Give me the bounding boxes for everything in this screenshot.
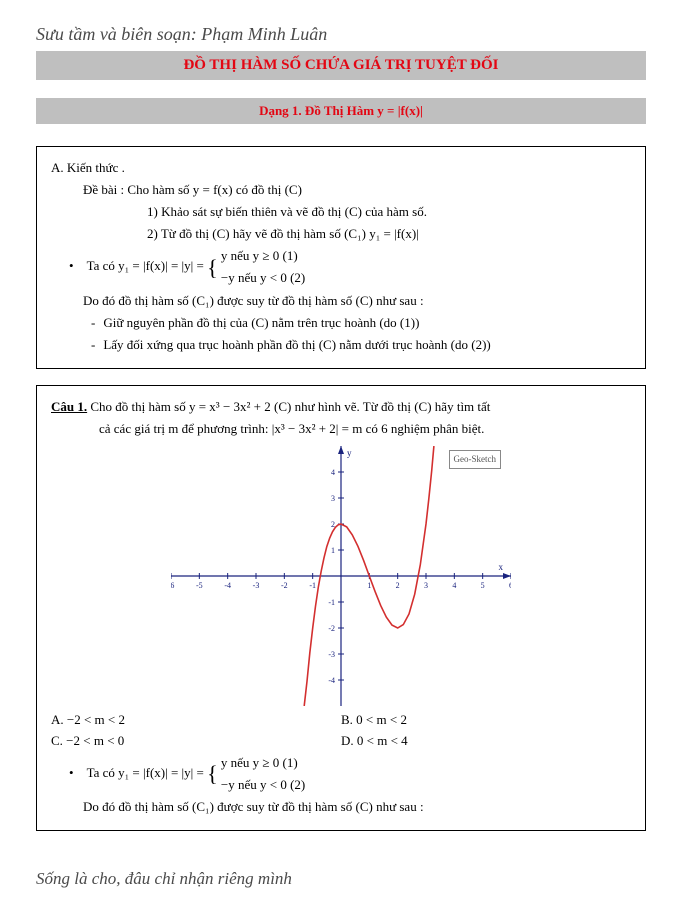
svg-text:-1: -1	[328, 598, 335, 607]
svg-text:-4: -4	[328, 676, 335, 685]
svg-text:4: 4	[331, 468, 335, 477]
svg-text:1: 1	[367, 581, 371, 590]
taco-prefix-1: Ta có y₁ = |f(x)| = |y| =	[87, 258, 208, 273]
svg-text:x: x	[499, 562, 504, 572]
chart-legend: Geo-Sketch	[449, 450, 502, 469]
answer-b: B. 0 < m < 2	[341, 710, 631, 731]
step-2: 2) Từ đồ thị (C) hãy vẽ đồ thị hàm số (C…	[147, 223, 631, 245]
svg-text:y: y	[347, 448, 352, 458]
question-stem: Câu 1. Cho đồ thị hàm số y = x³ − 3x² + …	[51, 396, 631, 418]
dodo-line-2: Do đó đồ thị hàm số (C₁) được suy từ đồ …	[83, 796, 631, 818]
dash-1: Giữ nguyên phần đồ thị của (C) nằm trên …	[91, 312, 631, 334]
section-a-label: A. Kiến thức .	[51, 157, 631, 179]
svg-text:3: 3	[331, 494, 335, 503]
svg-text:-3: -3	[253, 581, 260, 590]
piece-bot-2: −y nếu y < 0 (2)	[221, 774, 305, 796]
piece-bot-1: −y nếu y < 0 (2)	[221, 267, 305, 289]
svg-text:-4: -4	[224, 581, 231, 590]
svg-text:2: 2	[396, 581, 400, 590]
dodo-line-1: Do đó đồ thị hàm số (C₁) được suy từ đồ …	[83, 290, 631, 312]
svg-text:3: 3	[424, 581, 428, 590]
question-box: Câu 1. Cho đồ thị hàm số y = x³ − 3x² + …	[36, 385, 646, 831]
svg-text:-2: -2	[328, 624, 335, 633]
cubic-chart: xy-6-5-4-3-2-1123456-4-3-2-11234	[171, 446, 511, 706]
svg-text:5: 5	[481, 581, 485, 590]
piece-top-1: y nếu y ≥ 0 (1)	[221, 245, 305, 267]
svg-text:4: 4	[452, 581, 456, 590]
answer-a: A. −2 < m < 2	[51, 710, 341, 731]
svg-text:-5: -5	[196, 581, 203, 590]
taco-prefix-2: Ta có y₁ = |f(x)| = |y| =	[87, 765, 208, 780]
svg-text:6: 6	[509, 581, 511, 590]
answer-grid: A. −2 < m < 2 B. 0 < m < 2 C. −2 < m < 0…	[51, 710, 631, 752]
svg-text:-3: -3	[328, 650, 335, 659]
svg-text:-1: -1	[309, 581, 316, 590]
answer-c: C. −2 < m < 0	[51, 731, 341, 752]
main-title-bar: ĐỒ THỊ HÀM SỐ CHỨA GIÁ TRỊ TUYỆT ĐỐI	[36, 51, 646, 80]
cau-label: Câu 1.	[51, 399, 87, 414]
subtitle-bar: Dạng 1. Đồ Thị Hàm y = |f(x)|	[36, 98, 646, 124]
svg-text:1: 1	[331, 546, 335, 555]
piece-top-2: y nếu y ≥ 0 (1)	[221, 752, 305, 774]
answer-d: D. 0 < m < 4	[341, 731, 631, 752]
footer-script: Sống là cho, đâu chỉ nhận riêng mình	[36, 869, 646, 889]
cau-text-b: cả các giá trị m để phương trình: |x³ − …	[99, 418, 631, 440]
svg-text:-6: -6	[171, 581, 174, 590]
header-script: Sưu tầm và biên soạn: Phạm Minh Luân	[36, 24, 646, 45]
debai-line: Đề bài : Cho hàm số y = f(x) có đồ thị (…	[83, 179, 631, 201]
taco-line-1: Ta có y₁ = |f(x)| = |y| = { y nếu y ≥ 0 …	[69, 245, 631, 289]
cau-text-a: Cho đồ thị hàm số y = x³ − 3x² + 2 (C) n…	[87, 399, 490, 414]
taco-line-2: Ta có y₁ = |f(x)| = |y| = { y nếu y ≥ 0 …	[69, 752, 631, 796]
dash-2: Lấy đối xứng qua trục hoành phần đồ thị …	[91, 334, 631, 356]
theory-box: A. Kiến thức . Đề bài : Cho hàm số y = f…	[36, 146, 646, 369]
step-1: 1) Khảo sát sự biến thiên và vẽ đồ thị (…	[147, 201, 631, 223]
chart-container: xy-6-5-4-3-2-1123456-4-3-2-11234 Geo-Ske…	[171, 446, 511, 706]
svg-text:-2: -2	[281, 581, 288, 590]
